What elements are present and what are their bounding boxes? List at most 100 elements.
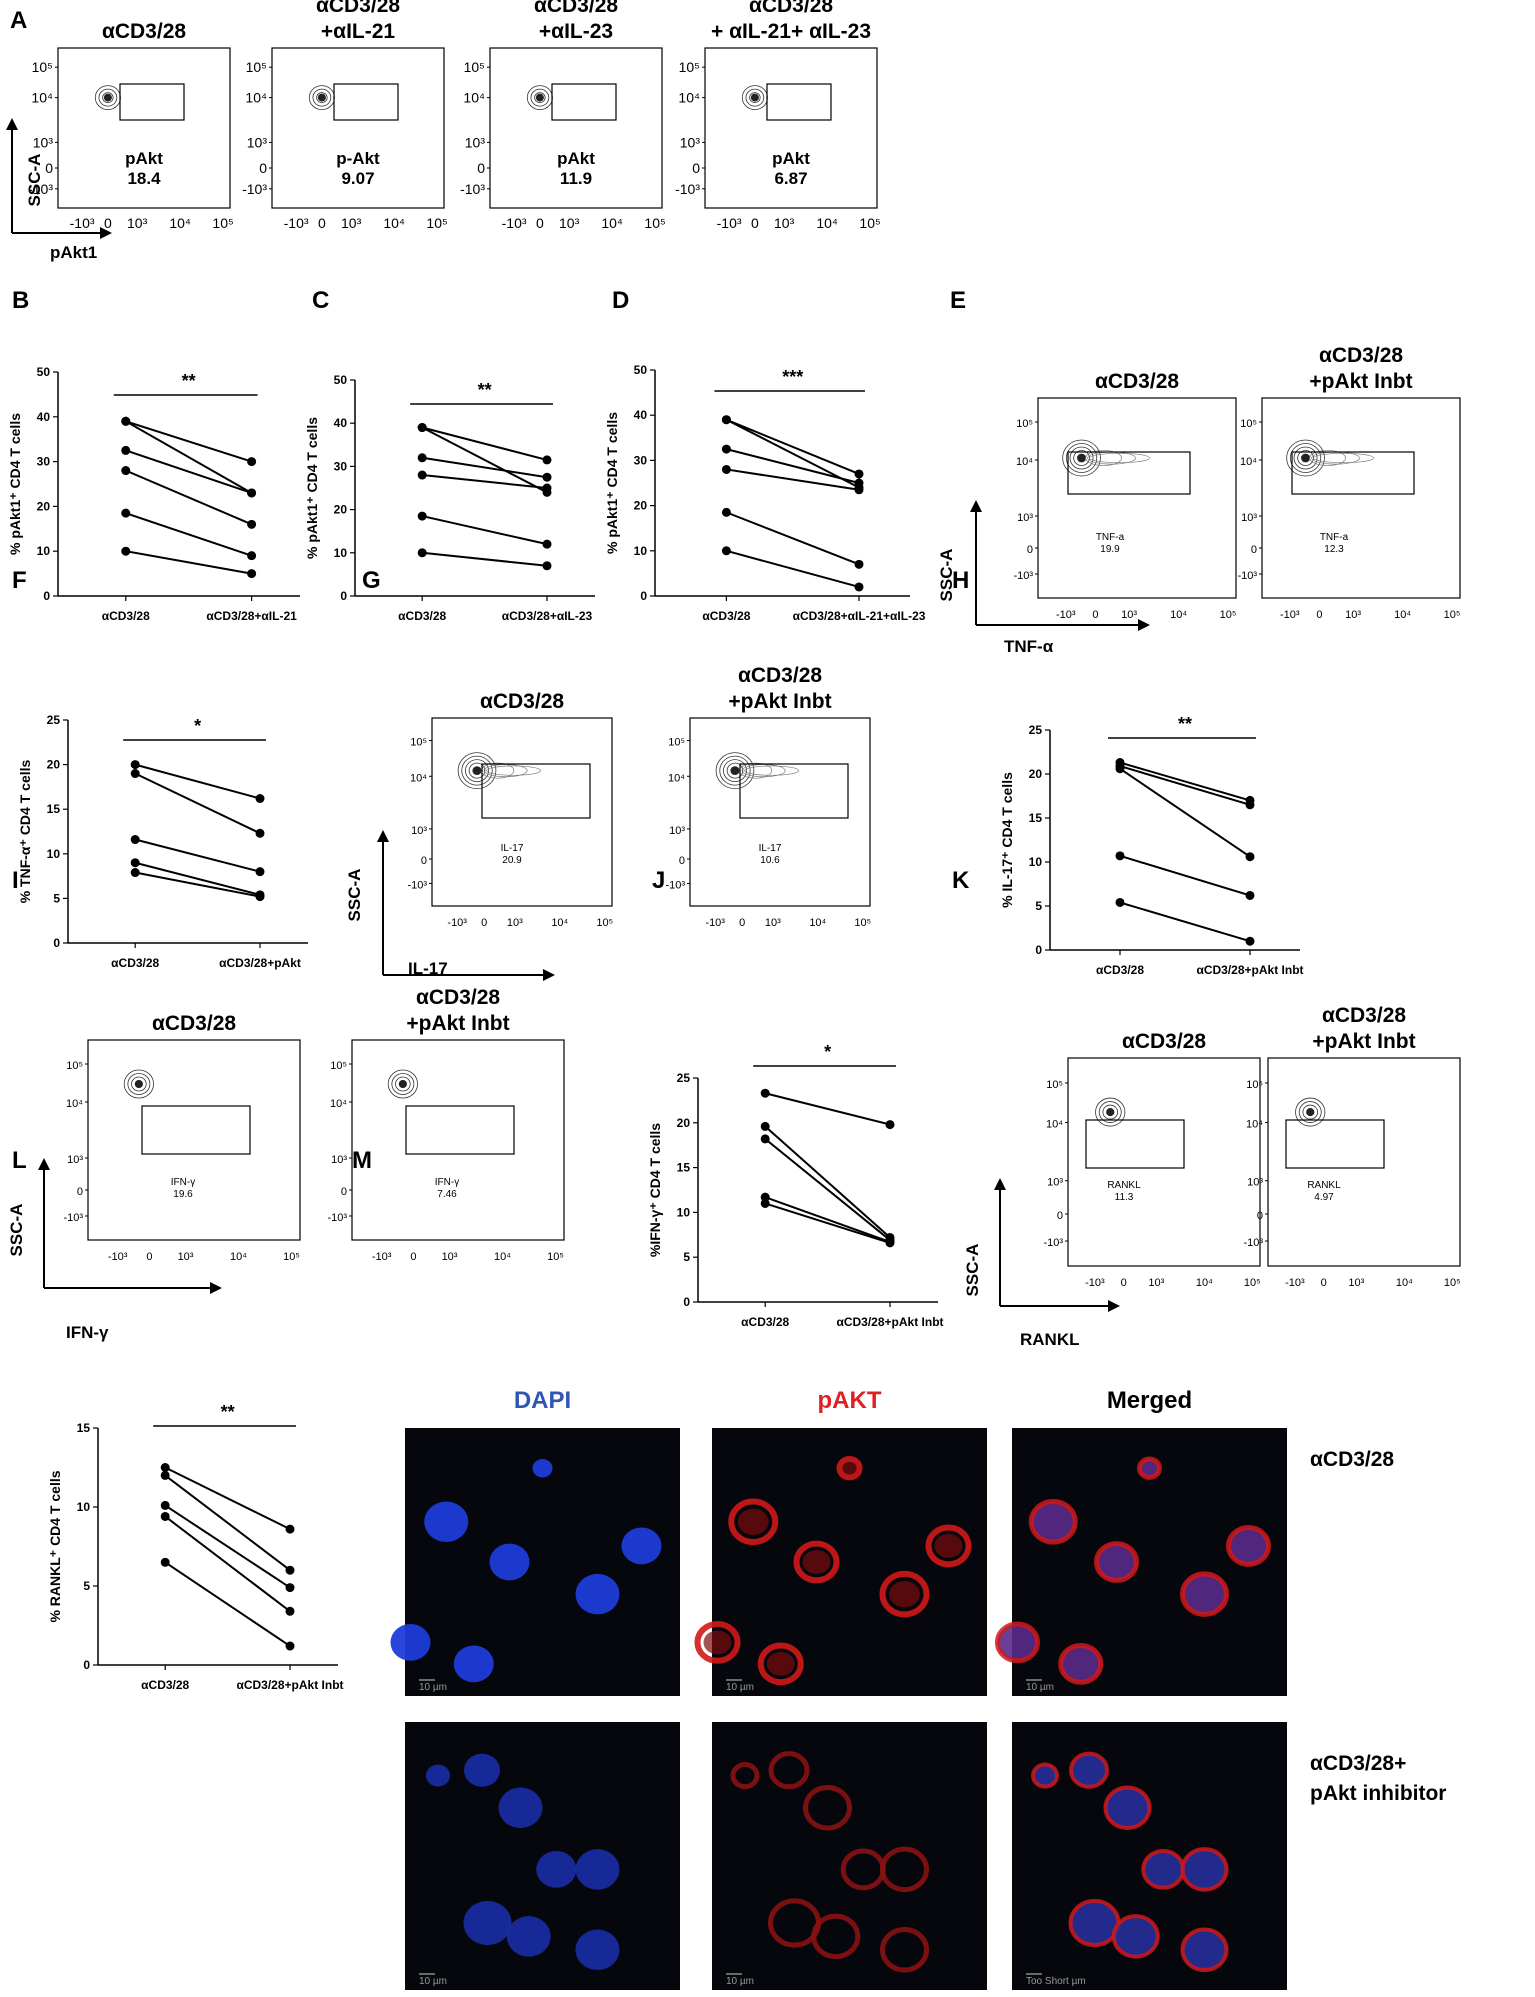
panel-letter-H: H	[952, 567, 969, 594]
x-tick-label: 0	[739, 917, 745, 929]
y-tick-label: -10³	[242, 181, 267, 197]
x-category-label: αCD3/28	[702, 609, 750, 623]
gate-box	[119, 83, 185, 121]
merged-ring	[1031, 1762, 1059, 1789]
pakt-ring	[768, 1751, 810, 1790]
series-line	[164, 1561, 291, 1647]
nucleus	[426, 1764, 450, 1787]
y-axis-label: % pAkt1⁺ CD4 T cells	[604, 412, 620, 554]
pakt-ring	[925, 1524, 972, 1568]
series-line	[764, 1125, 891, 1239]
x-tick-label: -10³	[1280, 609, 1300, 621]
y-tick-label: 0	[1257, 1210, 1263, 1222]
contour-ring	[723, 759, 747, 783]
merged-nucleus	[1096, 1543, 1137, 1581]
plot-title: αCD3/28	[102, 20, 186, 43]
micrograph-dapi-inhibitor: 10 µm	[405, 1722, 680, 1990]
contour-tail	[739, 762, 773, 779]
contour-core	[317, 93, 326, 102]
contour-tail	[1313, 452, 1374, 464]
contour-core	[473, 766, 481, 775]
merged-ring	[995, 1621, 1040, 1664]
scale-bar-label: 10 µm	[419, 1976, 447, 1987]
y-tick-label: 0	[1251, 544, 1257, 556]
series-line	[421, 515, 548, 546]
merged-nucleus	[1182, 1929, 1227, 1971]
panel-letter-K: K	[952, 867, 970, 894]
nucleus	[453, 1645, 494, 1683]
plot-title-line: αCD3/28	[1322, 1004, 1406, 1027]
y-tick-label: 15	[47, 802, 61, 816]
pakt-fill	[766, 1651, 795, 1676]
series-line	[422, 456, 548, 479]
contour-ring	[465, 759, 489, 783]
y-tick-label: 10⁴	[668, 772, 685, 784]
micrograph-merged-control: 10 µm	[995, 1428, 1287, 1696]
data-point	[255, 892, 265, 902]
merged-nucleus	[1143, 1851, 1184, 1888]
ssc-axis-label: SSC-A	[937, 549, 956, 602]
pakt-fill	[737, 1508, 769, 1536]
y-tick-label: 10⁵	[330, 1060, 347, 1072]
contour-ring	[726, 762, 744, 779]
gate-value: 19.6	[173, 1189, 193, 1200]
x-axis-label: IL-17	[408, 959, 448, 978]
gate-label: TNF-a	[1320, 532, 1349, 543]
y-tick-label: 10⁵	[32, 59, 53, 75]
x-tick-label: 0	[410, 1251, 416, 1263]
contour-ring	[461, 755, 493, 786]
data-point	[160, 1470, 170, 1480]
significance-label: ***	[782, 367, 803, 387]
panelK-axes: SSC-A RANKL	[963, 1178, 1120, 1349]
y-tick-label: 10⁵	[1240, 418, 1257, 430]
y-tick-label: 25	[1029, 723, 1043, 737]
data-point	[854, 483, 864, 493]
series-line	[164, 1504, 291, 1589]
x-category-label: αCD3/28	[141, 1678, 189, 1692]
x-tick-label: 10⁴	[383, 215, 405, 231]
y-tick-label: 0	[45, 160, 53, 176]
y-tick-label: 10⁴	[1246, 1118, 1263, 1130]
nucleus	[575, 1929, 620, 1971]
contour-ring	[1293, 446, 1318, 470]
y-tick-label: 20	[37, 499, 51, 513]
y-tick-label: 10⁵	[410, 737, 427, 749]
y-tick-label: 0	[1057, 1210, 1063, 1222]
y-tick-label: 10⁵	[668, 737, 685, 749]
data-point	[255, 828, 265, 838]
x-tick-label: 10³	[1121, 609, 1137, 621]
merged-nucleus	[1060, 1645, 1101, 1683]
data-point	[721, 546, 731, 556]
data-point	[542, 561, 552, 571]
ssc-axis-label: SSC-A	[345, 869, 364, 922]
flow-plot-panelE1: 10⁵ 10⁴ 10³ 0 -10³ -10³ 0 10³ 10⁴ 10⁵ TNF-a12.3 αCD…	[1237, 344, 1461, 621]
series-line	[125, 420, 253, 494]
contour-ring	[395, 1076, 411, 1092]
x-category-label: αCD3/28+αIL-23	[502, 609, 593, 623]
data-point	[285, 1565, 295, 1575]
merged-nucleus	[1113, 1916, 1158, 1957]
microscopy-column-title: Merged	[1107, 1387, 1192, 1414]
plot-title: αCD3/28 +αIL-23	[534, 0, 618, 43]
data-point	[885, 1120, 895, 1130]
y-tick-label: 10⁴	[245, 90, 267, 106]
series-line	[125, 469, 252, 526]
y-axis-label: % pAkt1⁺ CD4 T cells	[304, 417, 320, 559]
gate-label: pAkt	[125, 149, 163, 168]
flow-plot-panelE0: 10⁵ 10⁴ 10³ 0 -10³ -10³ 0 10³ 10⁴ 10⁵ TNF-a19.9 αCD…	[1013, 370, 1237, 621]
contour-ring	[1098, 1101, 1122, 1123]
pakt-ring	[880, 1846, 929, 1893]
significance-label: **	[221, 1402, 235, 1422]
gate-box	[551, 83, 617, 121]
pakt-ring	[879, 1570, 930, 1618]
y-tick-label: 10	[677, 1205, 691, 1219]
y-tick-label: 40	[634, 408, 648, 422]
y-tick-label: 10³	[33, 134, 54, 150]
contour-core	[535, 93, 544, 102]
x-tick-label: 10⁵	[859, 215, 880, 231]
data-point	[1115, 851, 1125, 861]
series-line	[164, 1515, 291, 1613]
gate-value: 6.87	[774, 169, 807, 188]
x-tick-label: -10³	[705, 917, 725, 929]
